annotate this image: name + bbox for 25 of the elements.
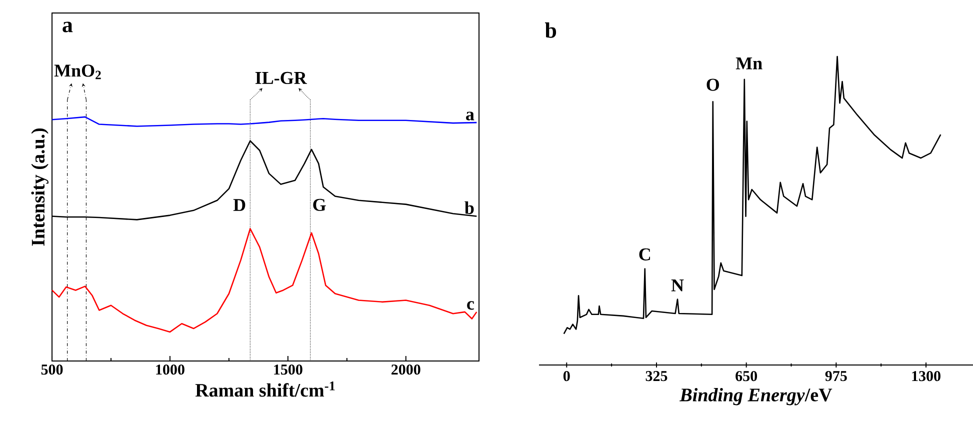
series-label: b [464,201,474,214]
series-label: c [467,301,474,310]
x-tick-label: 975 [825,371,847,382]
annotation: O [706,78,720,91]
x-tick-label: 1000 [156,364,184,375]
annotation: Mn [736,57,762,70]
series-label: a [466,112,474,120]
chart-title: a [62,22,73,32]
x-tick-label: 650 [736,371,758,382]
x-tick-label: 1300 [912,371,940,382]
x-axis-title: Raman shift/cm$^{-1}$ [195,382,335,397]
x-tick-label: 2000 [392,364,420,375]
annotation: C [639,248,650,260]
x-tick-label: 0 [563,371,570,382]
annotation: D [233,199,246,211]
x-tick-label: 500 [41,364,63,375]
annotation: G [313,198,326,211]
x-tick-label: 1500 [274,364,302,375]
chart-title: b [544,22,556,38]
x-axis-title: Binding Energy/eV [680,388,832,406]
x-tick-label: 325 [646,371,668,382]
y-axis-title: Intensity (a.u.) [31,128,48,246]
text: MnO$_{2}$ [54,64,101,80]
text: IL-GR [255,72,308,84]
annotation: N [671,280,684,292]
